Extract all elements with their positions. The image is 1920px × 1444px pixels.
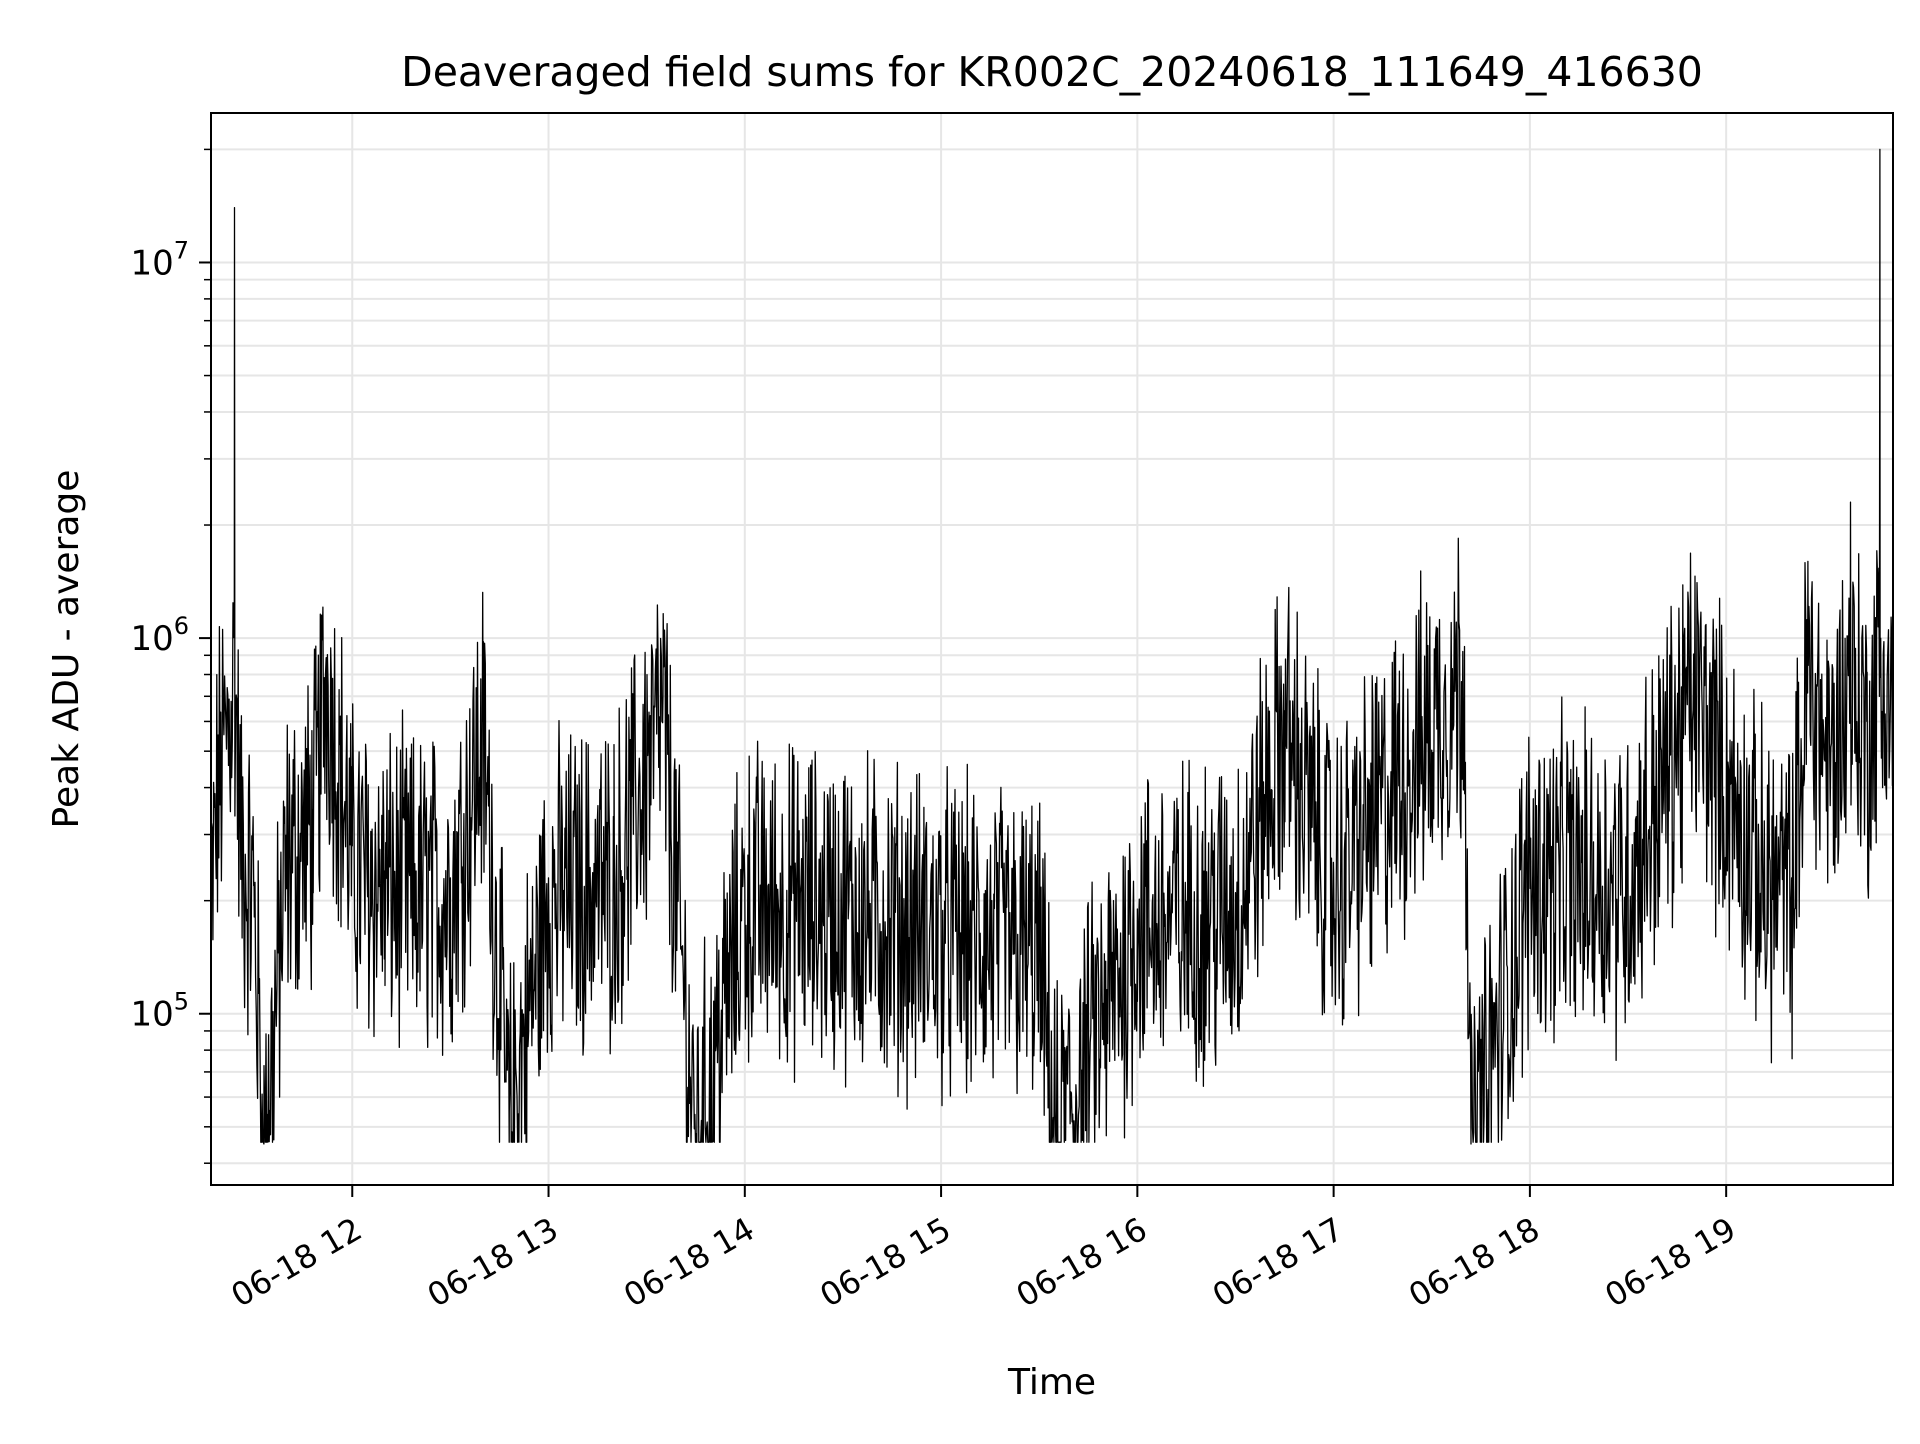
y-tick-label-exponent: 7 xyxy=(174,236,189,264)
series-layer xyxy=(210,148,1894,1145)
x-tick-label: 06-18 19 xyxy=(1599,1210,1743,1315)
y-tick-label-exponent: 5 xyxy=(174,988,189,1016)
series-line xyxy=(210,148,1894,1145)
x-tick-label: 06-18 16 xyxy=(1010,1210,1154,1315)
grid-layer xyxy=(211,113,1893,1185)
x-tick-label: 06-18 18 xyxy=(1402,1210,1546,1315)
y-tick-label-base: 10 xyxy=(130,995,173,1035)
plot-frame xyxy=(210,112,1894,1186)
chart-title: Deaveraged field sums for KR002C_2024061… xyxy=(401,48,1703,96)
tick-layer: 06-18 12 06-18 13 06-18 14 06-18 15 06-18 16… xyxy=(130,148,1743,1315)
y-tick-label: 107 xyxy=(130,236,189,283)
x-tick-label: 06-18 15 xyxy=(813,1210,957,1315)
x-tick-label: 06-18 12 xyxy=(225,1210,369,1315)
y-axis-label: Peak ADU - average xyxy=(46,470,87,829)
x-tick-label: 06-18 14 xyxy=(617,1210,761,1315)
y-tick-label: 105 xyxy=(130,988,189,1035)
x-tick-label: 06-18 13 xyxy=(421,1210,565,1315)
y-tick-label-exponent: 6 xyxy=(174,612,189,640)
x-axis-label: Time xyxy=(1007,1362,1096,1403)
y-tick-label-base: 10 xyxy=(130,243,173,283)
x-tick-label: 06-18 17 xyxy=(1206,1210,1350,1315)
y-tick-label-base: 10 xyxy=(130,619,173,659)
y-tick-label: 106 xyxy=(130,612,189,659)
